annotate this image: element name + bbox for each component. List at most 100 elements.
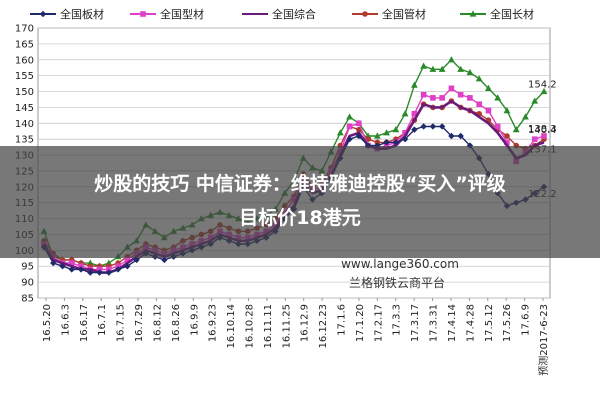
y-tick-label: 165 [15, 39, 34, 50]
series-0-point [531, 97, 539, 104]
x-tick-label: 16.6.3 [60, 304, 71, 336]
x-tick-label: 17.1.20 [355, 304, 366, 342]
x-tick-label: 16.11.25 [281, 304, 292, 349]
x-tick-label: 16.11.11 [263, 304, 274, 349]
x-tick-label: 预测2017-6-23 [537, 304, 550, 376]
legend-marker-1 [140, 11, 146, 17]
x-tick-label: 16.10.14 [226, 304, 237, 349]
x-tick-label: 16.10.28 [244, 304, 255, 349]
y-tick-label: 145 [15, 103, 34, 114]
series-0-point [503, 106, 511, 114]
series-2-point [504, 139, 510, 146]
series-2-point [346, 123, 353, 130]
series-2-point [476, 101, 482, 108]
series-4-point [448, 132, 455, 140]
legend-label-1: 全国型材 [160, 7, 204, 21]
legend-marker-0 [39, 10, 47, 18]
x-axis: 16.5.20 16.6.3 16.6.17 16.7.1 16.7.15 16.7.29… [42, 298, 550, 376]
series-2-point [485, 107, 492, 114]
series-4-point [392, 139, 400, 146]
y-tick-label: 95 [21, 262, 34, 273]
series-4-point [438, 123, 446, 130]
y-tick-label: 160 [15, 55, 34, 66]
series-2-point [356, 120, 362, 127]
series-4-point [429, 123, 437, 130]
series-4-point [105, 269, 113, 276]
y-tick-label: 170 [15, 24, 34, 35]
series-0-point [522, 113, 529, 120]
series-4-point [355, 132, 363, 140]
series-4-point [50, 259, 57, 267]
series-4-point [124, 263, 131, 270]
series-0-point [494, 94, 502, 101]
series-2-point [494, 123, 501, 130]
series-4-point [96, 269, 103, 276]
legend-marker-3 [362, 11, 368, 17]
x-tick-label: 16.7.15 [116, 304, 127, 342]
headline-line2: 目标价18港元 [239, 207, 360, 229]
end-label-2: 138.3 [528, 124, 557, 135]
series-0-point [540, 87, 548, 95]
series-0-point [401, 110, 409, 117]
series-0-point [485, 84, 492, 91]
y-tick-label: 85 [21, 294, 34, 305]
series-0-point [466, 68, 474, 76]
legend-label-4: 全国长材 [490, 7, 534, 21]
x-tick-label: 17.3.3 [392, 304, 403, 336]
series-0-point [438, 65, 446, 72]
legend-marker-4 [469, 10, 477, 17]
series-4-point [68, 266, 75, 273]
series-2-point [430, 95, 436, 101]
series-0-point [448, 56, 455, 63]
series-2-point [420, 91, 427, 98]
headline-banner [0, 146, 600, 258]
y-tick-label: 90 [21, 278, 34, 289]
y-tick-label: 150 [15, 87, 34, 98]
x-tick-label: 16.12.23 [318, 304, 329, 349]
series-4-point [401, 135, 409, 143]
series-0-point [410, 81, 418, 88]
series-2-point [467, 95, 473, 101]
series-2-point [531, 136, 538, 142]
series-4-point [77, 266, 85, 273]
watermark-url: www.lange360.com [341, 257, 459, 271]
legend-label-2: 全国综合 [272, 7, 316, 21]
series-0-point [420, 62, 428, 69]
legend: 全国板材 全国型材 全国综合 全国管材 全国长材 [30, 7, 534, 21]
series-4-point [383, 139, 390, 146]
series-2-point [411, 110, 418, 117]
x-tick-label: 16.7.1 [97, 304, 108, 336]
series-0-point [336, 129, 344, 136]
x-tick-label: 16.9.9 [189, 304, 200, 336]
series-0-point [457, 65, 465, 72]
series-1-point [504, 133, 510, 139]
x-tick-label: 16.9.23 [208, 304, 219, 342]
x-tick-label: 17.4.14 [447, 304, 458, 342]
series-4-point [87, 269, 94, 276]
series-4-point [457, 132, 464, 140]
y-tick-label: 155 [15, 71, 34, 82]
end-label-1: 140.4 [528, 125, 557, 136]
series-2-point [124, 257, 131, 263]
series-0-point [392, 126, 400, 133]
series-4-point [133, 256, 140, 264]
x-tick-label: 17.3.31 [429, 304, 440, 342]
x-tick-label: 17.3.17 [410, 304, 421, 342]
x-tick-label: 16.8.26 [171, 304, 182, 342]
legend-label-0: 全国板材 [60, 7, 104, 21]
series-0-point [373, 132, 381, 139]
y-tick-label: 140 [15, 119, 34, 130]
series-4-point [161, 256, 168, 264]
series-0-point [512, 126, 520, 133]
x-tick-label: 16.8.12 [152, 304, 163, 342]
x-tick-label: 16.7.29 [134, 304, 145, 342]
series-2-point [541, 133, 547, 139]
series-4-point [420, 123, 427, 130]
series-0-point [346, 113, 353, 120]
series-2-point [402, 130, 408, 136]
series-4-point [346, 135, 353, 143]
x-tick-label: 17.1.6 [337, 304, 348, 336]
series-0-point [429, 65, 437, 72]
series-2-point [448, 85, 455, 92]
